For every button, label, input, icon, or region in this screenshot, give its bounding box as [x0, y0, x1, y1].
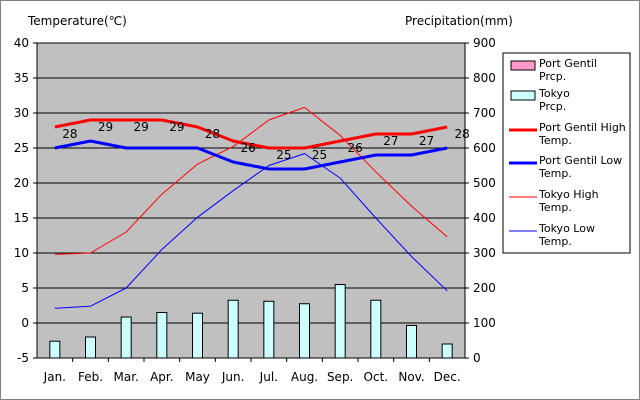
left-tick-label: 10	[14, 246, 29, 260]
left-tick-label: 5	[21, 281, 29, 295]
data-label: 29	[134, 120, 149, 134]
x-tick-label: Mar.	[113, 370, 138, 384]
left-tick-label: 35	[14, 71, 29, 85]
precip-bar	[85, 336, 96, 359]
precip-bar	[156, 312, 168, 359]
legend-swatch	[510, 60, 536, 71]
right-tick-label: 400	[473, 211, 496, 225]
x-tick-label: May	[185, 370, 210, 384]
left-tick-label: 25	[14, 141, 29, 155]
port-gentil-low-temp-line	[54, 139, 448, 171]
left-tick-label: 0	[21, 316, 29, 330]
precip-bar	[370, 299, 382, 359]
right-tick-label: 200	[473, 281, 496, 295]
x-tick-label: Nov.	[398, 370, 424, 384]
data-label: 28	[62, 127, 77, 141]
left-tick-label: -5	[17, 351, 29, 365]
data-label: 29	[169, 120, 184, 134]
legend-label: Port Gentil Low Temp.	[538, 154, 622, 180]
data-label: 25	[276, 148, 291, 162]
legend-box	[502, 52, 631, 254]
legend-label: Tokyo Prcp.	[538, 87, 570, 113]
right-tick-label: 300	[473, 246, 496, 260]
data-labels: 28 29 29 29 28 26 25 25 26 27 27 28	[62, 120, 470, 162]
precip-bar	[263, 300, 275, 359]
precip-bar	[192, 312, 203, 359]
precip-bar	[227, 299, 239, 359]
x-tick-label: Jul.	[259, 370, 278, 384]
precip-bar	[441, 343, 453, 359]
axes: 40 35 30 25 20 15 10 5 0 -5 900 800 700 600 500 400 300 2…	[14, 36, 496, 384]
right-tick-label: 700	[473, 106, 496, 120]
x-tick-label: Oct.	[364, 370, 389, 384]
left-tick-label: 15	[14, 211, 29, 225]
precip-bar	[334, 284, 346, 359]
data-label: 27	[419, 134, 434, 148]
x-tick-label: Feb.	[78, 370, 103, 384]
plot-background	[36, 42, 466, 359]
port-gentil-high-temp-line	[54, 118, 448, 150]
right-tick-label: 800	[473, 71, 496, 85]
data-label: 27	[383, 134, 398, 148]
x-tick-label: Jan.	[43, 370, 66, 384]
right-tick-label: 600	[473, 141, 496, 155]
right-tick-label: 0	[473, 351, 481, 365]
precip-bar	[299, 303, 310, 359]
legend: Port Gentil Prcp. Tokyo Prcp. Port Gentil Hi…	[502, 52, 631, 254]
x-tick-label: Jun.	[221, 370, 245, 384]
temperature-lines	[54, 106, 448, 309]
data-label: 29	[98, 120, 113, 134]
precip-bar	[406, 324, 417, 359]
legend-swatch	[510, 90, 536, 101]
legend-label: Tokyo High Temp.	[538, 188, 599, 214]
left-tick-label: 20	[14, 176, 29, 190]
plot-area	[36, 42, 466, 359]
data-label: 28	[205, 127, 220, 141]
right-tick-label: 500	[473, 176, 496, 190]
legend-label: Port Gentil High Temp.	[538, 121, 626, 147]
x-tick-label: Dec.	[434, 370, 461, 384]
data-label: 26	[348, 141, 363, 155]
legend-label: Tokyo Low Temp.	[538, 222, 595, 248]
tokyo-low-temp-line	[54, 153, 448, 309]
right-tick-label: 100	[473, 316, 496, 330]
x-tick-label: Sep.	[327, 370, 353, 384]
precip-bar	[49, 340, 61, 359]
legend-label: Port Gentil Prcp.	[539, 57, 597, 83]
precip-bar	[120, 316, 132, 359]
precipitation-bars	[49, 284, 453, 359]
data-label: 26	[241, 141, 256, 155]
gridlines	[37, 77, 465, 324]
data-label: 25	[312, 148, 327, 162]
left-tick-label: 40	[14, 36, 29, 50]
right-axis-title: Precipitation(mm)	[405, 14, 513, 28]
left-tick-label: 30	[14, 106, 29, 120]
x-tick-label: Apr.	[150, 370, 173, 384]
left-axis-title: Temperature(℃)	[27, 14, 127, 28]
right-tick-label: 900	[473, 36, 496, 50]
x-tick-label: Aug.	[291, 370, 318, 384]
tokyo-high-temp-line	[54, 106, 448, 255]
data-label: 28	[455, 127, 470, 141]
